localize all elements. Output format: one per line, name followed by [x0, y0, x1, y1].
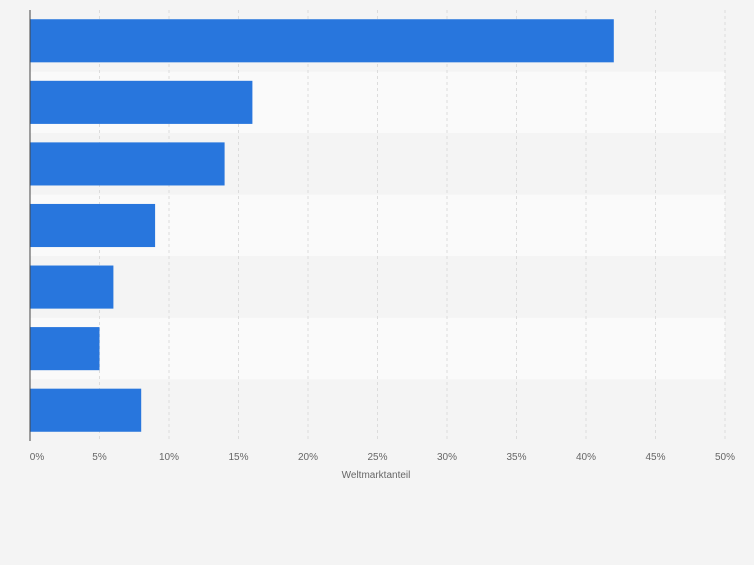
bar[interactable]	[30, 142, 225, 186]
bar[interactable]	[30, 19, 614, 63]
bar[interactable]	[30, 80, 253, 124]
x-tick-label: 30%	[437, 452, 457, 463]
bar[interactable]	[30, 388, 142, 432]
x-tick-label: 40%	[576, 452, 596, 463]
x-tick-label: 20%	[298, 452, 318, 463]
bars	[30, 19, 614, 432]
x-axis-label: Weltmarktanteil	[342, 470, 411, 481]
x-tick-labels: 0% 5% 10% 15% 20% 25% 30% 35% 40% 45% 50%	[30, 452, 735, 463]
x-tick-label: 50%	[715, 452, 735, 463]
bar[interactable]	[30, 203, 156, 248]
bar[interactable]	[30, 327, 100, 371]
x-tick-label: 5%	[92, 452, 107, 463]
x-tick-label: 35%	[506, 452, 526, 463]
x-tick-label: 15%	[228, 452, 248, 463]
x-tick-label: 0%	[30, 452, 45, 463]
bar[interactable]	[30, 265, 114, 309]
x-tick-label: 10%	[159, 452, 179, 463]
x-tick-label: 45%	[645, 452, 665, 463]
x-tick-label: 25%	[367, 452, 387, 463]
